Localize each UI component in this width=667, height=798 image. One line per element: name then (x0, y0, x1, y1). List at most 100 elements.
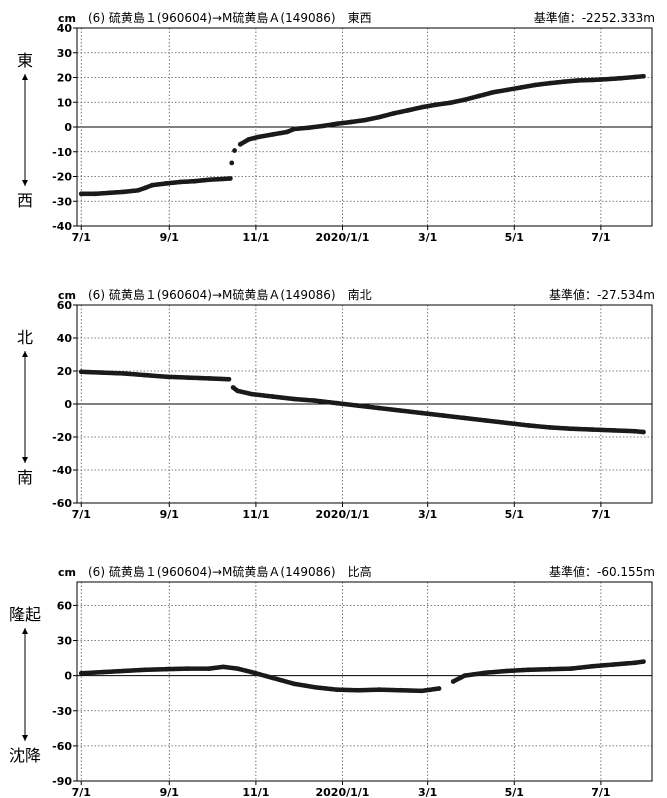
data-point (249, 669, 255, 675)
data-point (142, 372, 148, 378)
data-point (220, 664, 226, 670)
y-tick-label: 40 (57, 332, 73, 345)
data-point (237, 141, 243, 147)
data-point (192, 178, 198, 184)
x-tick-label: 7/1 (72, 508, 91, 521)
chart-panel-1: cm (6) 硫黄島１(960604)→M硫黄島Ａ(149086) 東西 基準値：-… (17, 10, 655, 244)
y-tick-label: 30 (57, 47, 73, 60)
data-point (355, 687, 361, 693)
x-tick-label: 7/1 (591, 786, 610, 798)
data-point (632, 428, 638, 434)
data-point (483, 418, 489, 423)
data-point (291, 396, 297, 402)
data-point (547, 80, 553, 86)
data-point (291, 126, 297, 132)
x-tick-label: 9/1 (160, 786, 179, 798)
x-tick-label: 9/1 (160, 231, 179, 244)
data-point (313, 684, 318, 690)
data-point (526, 423, 531, 428)
chart-title: (6) 硫黄島１(960604)→M硫黄島Ａ(149086) 東西 (88, 10, 372, 25)
data-point (164, 374, 169, 380)
data-point (547, 666, 553, 672)
data-point (249, 391, 255, 397)
data-point (604, 76, 609, 82)
y-tick-label: -60 (52, 740, 72, 753)
arrow-up-icon (22, 628, 28, 634)
y-tick-label: 0 (64, 398, 72, 411)
data-point (235, 388, 240, 394)
x-tick-label: 5/1 (505, 508, 524, 521)
y-tick-label: 60 (57, 599, 73, 612)
data-point (226, 376, 232, 382)
data-point (178, 179, 184, 185)
chart-title: (6) 硫黄島１(960604)→M硫黄島Ａ(149086) 南北 (88, 287, 372, 302)
x-tick-label: 11/1 (242, 231, 269, 244)
x-tick-label: 9/1 (160, 508, 179, 521)
data-point (291, 681, 297, 687)
x-tick-label: 11/1 (242, 508, 269, 521)
direction-label-bottom: 南 (17, 468, 33, 487)
data-point (229, 160, 235, 166)
data-point (440, 413, 446, 418)
y-tick-label: 40 (57, 22, 73, 35)
data-point (641, 659, 646, 664)
data-point (206, 666, 212, 672)
data-point (142, 185, 148, 191)
y-tick-label: -60 (52, 497, 72, 510)
y-tick-label: -30 (52, 195, 72, 208)
y-tick-label: -40 (52, 220, 72, 233)
direction-label-top: 北 (17, 328, 33, 347)
chart-title: (6) 硫黄島１(960604)→M硫黄島Ａ(149086) 比高 (88, 564, 372, 579)
x-tick-label: 3/1 (418, 231, 437, 244)
y-tick-label: -30 (52, 705, 72, 718)
data-point (611, 428, 617, 433)
direction-label-bottom: 西 (17, 191, 33, 210)
plot-frame (76, 581, 653, 782)
data-point (246, 136, 252, 142)
data-point (230, 385, 236, 390)
arrow-down-icon (22, 180, 28, 186)
data-point (334, 687, 340, 693)
data-point (185, 666, 191, 672)
data-point (589, 663, 595, 669)
x-tick-label: 2020/1/1 (316, 508, 370, 521)
data-point (377, 114, 382, 120)
data-point (284, 129, 290, 135)
data-point (462, 415, 467, 421)
data-point (462, 97, 467, 103)
y-tick-label: 60 (57, 299, 73, 312)
data-point (575, 78, 581, 83)
data-point (641, 429, 646, 435)
data-point (142, 667, 148, 673)
data-point (164, 181, 169, 186)
y-tick-label: -40 (52, 464, 72, 477)
direction-label-top: 隆起 (9, 605, 41, 624)
base-value-label: 基準値：-60.155m (549, 564, 655, 579)
data-point (206, 177, 212, 183)
x-tick-label: 5/1 (505, 786, 524, 798)
data-point (334, 121, 340, 127)
chart-panel-3: cm (6) 硫黄島１(960604)→M硫黄島Ａ(149086) 比高 基準値：-… (9, 564, 655, 798)
data-point (561, 79, 567, 85)
data-point (270, 675, 276, 681)
data-point (235, 666, 240, 672)
unit-label: cm (58, 289, 76, 302)
data-point (270, 394, 276, 399)
base-value-label: 基準値：-2252.333m (534, 10, 655, 25)
data-point (100, 669, 105, 675)
data-point (568, 666, 574, 672)
data-point (419, 410, 425, 416)
y-tick-label: -10 (52, 146, 72, 159)
data-point (220, 176, 226, 182)
data-point (164, 666, 169, 672)
data-point (504, 668, 510, 674)
data-point (476, 93, 482, 99)
data-point (518, 85, 524, 90)
data-series (78, 73, 646, 197)
y-tick-label: 10 (57, 96, 73, 109)
arrow-up-icon (22, 351, 28, 357)
y-tick-label: 0 (64, 121, 72, 134)
data-point (377, 405, 382, 411)
direction-label-bottom: 沈降 (9, 746, 41, 765)
